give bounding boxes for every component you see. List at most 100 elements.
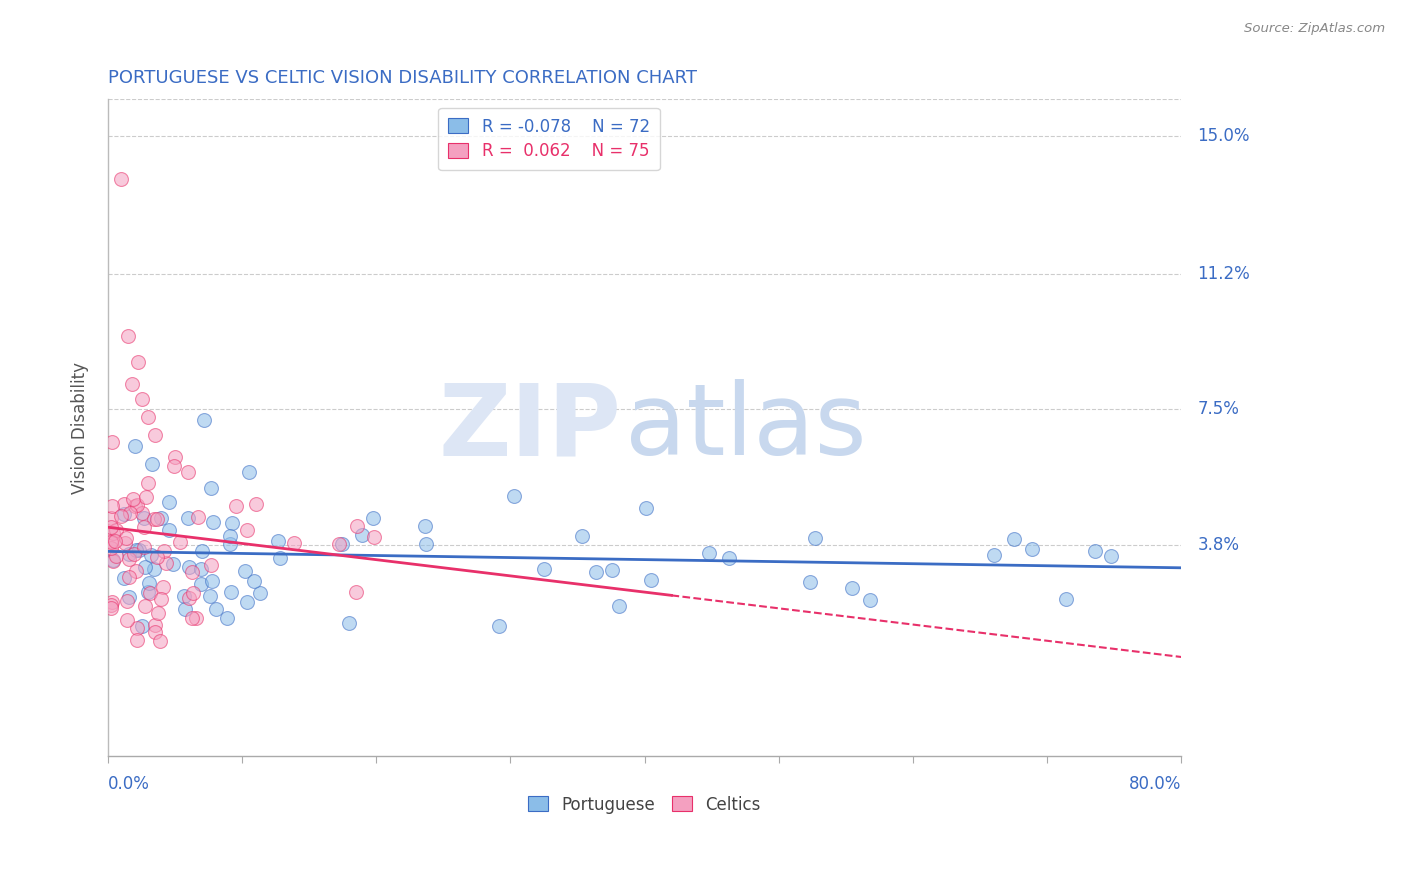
Point — [101, 595, 124, 609]
Text: ZIP: ZIP — [439, 379, 621, 476]
Point — [266, 533, 288, 548]
Point — [184, 610, 207, 624]
Y-axis label: Vision Disability: Vision Disability — [72, 362, 89, 494]
Point — [236, 595, 259, 609]
Point — [640, 573, 662, 587]
Point — [181, 611, 204, 625]
Point — [585, 565, 607, 579]
Point — [112, 508, 135, 522]
Point — [363, 530, 385, 544]
Point — [841, 582, 863, 596]
Point — [118, 591, 141, 605]
Point — [361, 510, 384, 524]
Point — [236, 524, 259, 538]
Text: PORTUGUESE VS CELTIC VISION DISABILITY CORRELATION CHART: PORTUGUESE VS CELTIC VISION DISABILITY C… — [108, 69, 697, 87]
Point — [146, 550, 169, 565]
Point — [142, 512, 165, 526]
Point — [219, 529, 242, 543]
Point — [100, 541, 122, 555]
Point — [100, 601, 122, 615]
Point — [101, 552, 124, 566]
Point — [697, 546, 720, 560]
Point — [803, 531, 825, 545]
Point — [344, 585, 367, 599]
Point — [283, 536, 305, 550]
Point — [100, 511, 122, 525]
Point — [503, 489, 526, 503]
Point — [155, 556, 177, 570]
Point — [101, 526, 124, 541]
Point — [104, 549, 127, 563]
Point — [346, 519, 368, 533]
Point — [1002, 532, 1025, 546]
Point — [204, 602, 226, 616]
Point — [153, 544, 176, 558]
Point — [127, 355, 149, 369]
Point — [101, 499, 124, 513]
Point — [124, 439, 146, 453]
Point — [571, 529, 593, 543]
Point — [146, 606, 169, 620]
Point — [328, 537, 350, 551]
Point — [138, 475, 160, 490]
Point — [118, 507, 141, 521]
Point — [141, 457, 163, 471]
Point — [124, 500, 146, 514]
Point — [233, 564, 256, 578]
Point — [177, 465, 200, 479]
Point — [134, 599, 156, 613]
Point — [607, 599, 630, 613]
Point — [125, 622, 148, 636]
Point — [128, 543, 150, 558]
Point — [127, 632, 149, 647]
Point — [163, 459, 186, 474]
Point — [1084, 543, 1107, 558]
Point — [143, 428, 166, 442]
Point — [143, 618, 166, 632]
Point — [717, 551, 740, 566]
Point — [131, 392, 153, 406]
Point — [132, 540, 155, 554]
Point — [149, 634, 172, 648]
Point — [181, 586, 204, 600]
Point — [134, 560, 156, 574]
Point — [136, 409, 159, 424]
Point — [200, 481, 222, 495]
Point — [112, 497, 135, 511]
Point — [125, 542, 148, 557]
Point — [121, 376, 143, 391]
Point — [219, 585, 242, 599]
Point — [149, 591, 172, 606]
Point — [143, 625, 166, 640]
Point — [125, 564, 148, 578]
Point — [100, 533, 122, 548]
Point — [118, 547, 141, 561]
Point — [117, 329, 139, 343]
Point — [149, 511, 172, 525]
Point — [110, 509, 132, 524]
Point — [122, 547, 145, 561]
Point — [157, 494, 180, 508]
Point — [100, 599, 122, 613]
Point — [173, 589, 195, 603]
Point — [174, 602, 197, 616]
Point — [146, 512, 169, 526]
Point — [221, 516, 243, 530]
Point — [152, 581, 174, 595]
Point — [157, 523, 180, 537]
Point — [100, 434, 122, 449]
Point — [181, 565, 204, 579]
Point — [245, 497, 267, 511]
Point — [330, 537, 353, 551]
Point — [190, 576, 212, 591]
Point — [217, 611, 239, 625]
Point — [134, 519, 156, 533]
Point — [200, 589, 222, 603]
Point — [162, 557, 184, 571]
Point — [983, 548, 1005, 562]
Point — [238, 465, 260, 479]
Text: atlas: atlas — [626, 379, 868, 476]
Text: 3.8%: 3.8% — [1198, 535, 1240, 554]
Point — [136, 585, 159, 599]
Point — [193, 413, 215, 427]
